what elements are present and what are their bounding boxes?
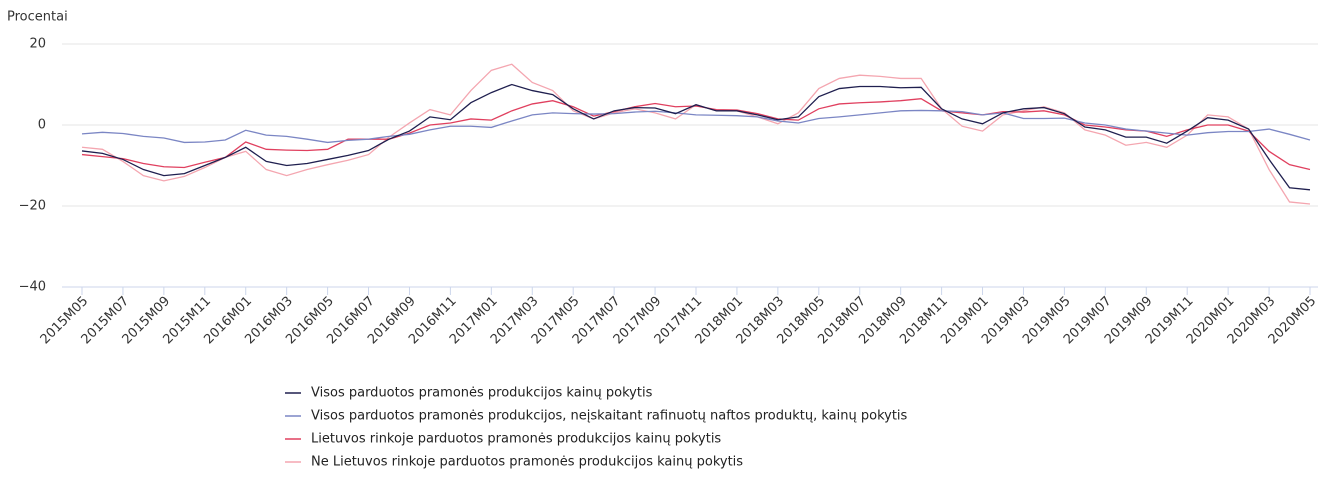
y-tick-label: −20 — [19, 199, 46, 214]
series-line — [81, 63, 1311, 205]
legend-label: Ne Lietuvos rinkoje parduotos pramonės p… — [311, 455, 743, 470]
series-line — [81, 98, 1311, 171]
series-line — [81, 83, 1311, 191]
legend-label: Visos parduotos pramonės produkcijos kai… — [311, 386, 653, 401]
y-axis-title: Procentai — [7, 10, 68, 25]
series-line — [81, 109, 1311, 144]
y-tick-label: 0 — [38, 118, 46, 133]
legend-label: Visos parduotos pramonės produkcijos, ne… — [311, 409, 908, 424]
y-tick-label: 20 — [29, 37, 46, 52]
y-tick-label: −40 — [19, 280, 46, 295]
legend-label: Lietuvos rinkoje parduotos pramonės prod… — [311, 432, 721, 447]
